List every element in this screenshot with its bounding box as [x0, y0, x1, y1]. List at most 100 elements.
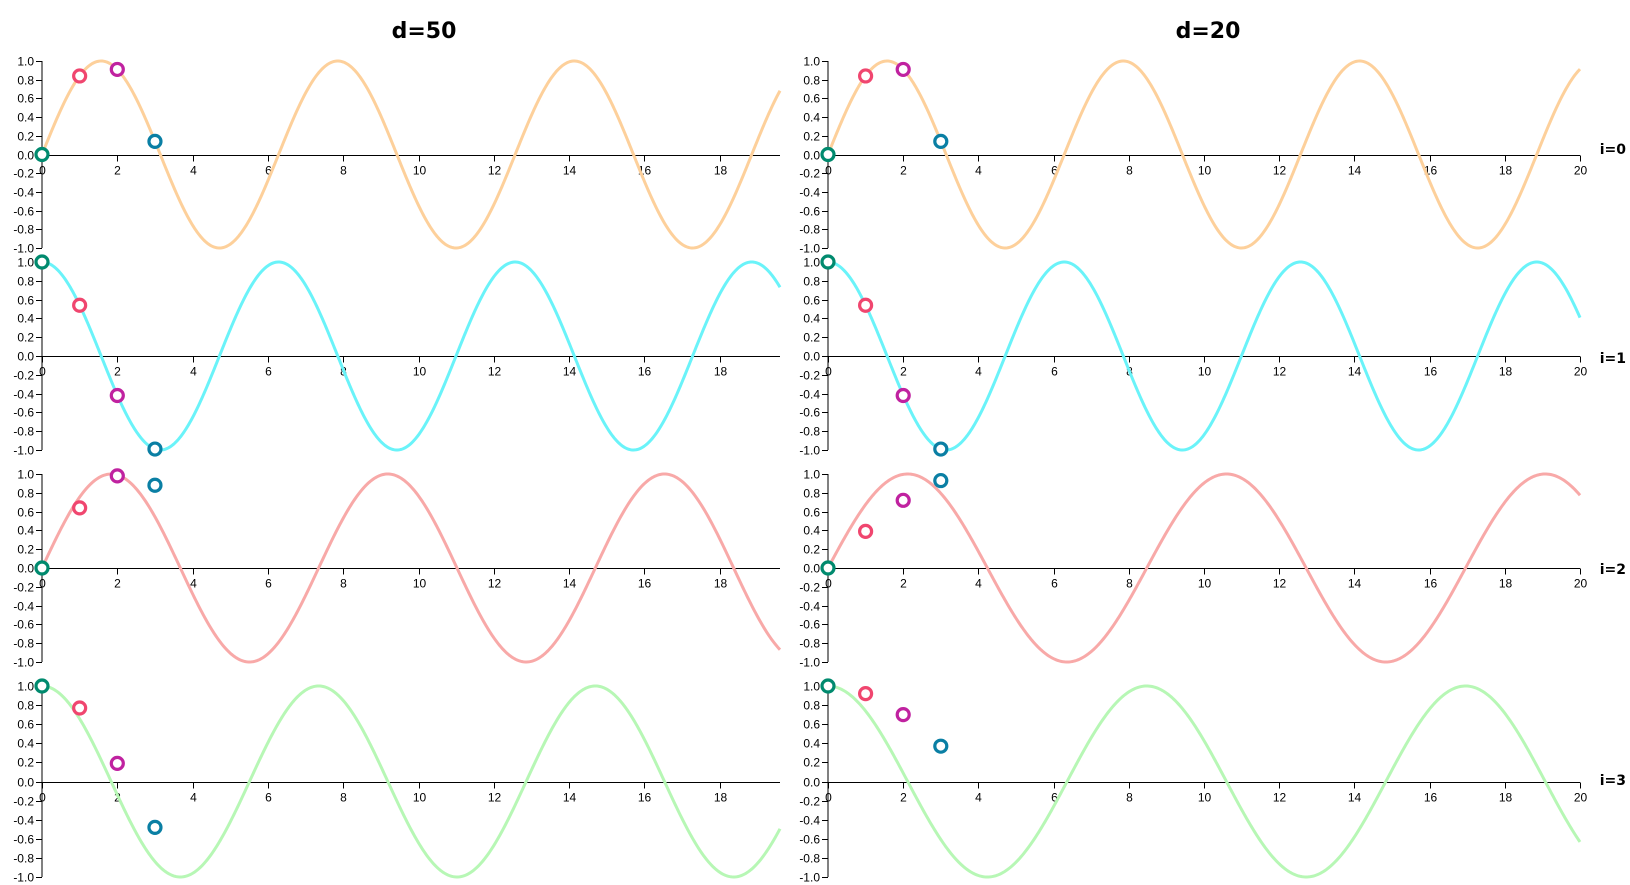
y-tick-label: -0.4	[799, 814, 820, 828]
data-point	[933, 133, 949, 150]
y-tick-label: 0.2	[17, 331, 34, 345]
data-point	[820, 146, 836, 163]
y-tick-label: -0.2	[799, 167, 820, 181]
y-tick-label: -0.8	[13, 637, 34, 651]
y-tick-label: -0.4	[13, 388, 34, 402]
x-tick-label: 16	[638, 365, 652, 379]
y-tick-label: 0.0	[17, 562, 34, 576]
x-tick-label: 0	[39, 164, 46, 178]
x-tick-label: 14	[1348, 365, 1362, 379]
x-tick-label: 0	[39, 791, 46, 805]
data-point	[34, 146, 50, 163]
x-tick-label: 2	[114, 577, 121, 591]
x-tick-label: 12	[1273, 577, 1287, 591]
y-tick-label: 1.0	[17, 256, 34, 270]
x-tick-label: 4	[190, 365, 197, 379]
y-tick-label: -1.0	[799, 242, 820, 256]
x-tick-label: 18	[714, 365, 728, 379]
y-tick-label: -0.4	[799, 388, 820, 402]
y-tick-label: -1.0	[799, 444, 820, 458]
y-tick-label: -1.0	[13, 871, 34, 885]
y-tick-label: 1.0	[803, 256, 820, 270]
x-tick-label: 20	[1574, 365, 1588, 379]
data-point	[820, 254, 836, 270]
y-tick-label: 0.2	[803, 331, 820, 345]
x-tick-label: 6	[1051, 164, 1058, 178]
data-point	[857, 68, 874, 84]
x-tick-label: 10	[413, 365, 427, 379]
x-tick-label: 10	[413, 791, 427, 805]
y-tick-label: 0.0	[803, 562, 820, 576]
y-tick-label: 1.0	[803, 468, 820, 482]
subplot-d=20-i=0: 1.0 0.8 0.6 0.4 0.2 0.0 -0.2 -0.4 -0.6 -0.8 -1.0 0 2…	[799, 55, 1587, 256]
series-curve	[41, 260, 782, 452]
x-tick-label: 6	[265, 791, 272, 805]
y-tick-label: -0.6	[799, 833, 820, 847]
y-tick-label: -0.8	[799, 425, 820, 439]
y-tick-label: 0.6	[803, 506, 820, 520]
x-tick-label: 14	[563, 791, 577, 805]
y-tick-label: 1.0	[803, 680, 820, 694]
y-tick-label: 0.6	[17, 506, 34, 520]
x-tick-label: 14	[1348, 577, 1362, 591]
y-tick-label: 0.6	[803, 92, 820, 106]
x-tick-label: 2	[114, 365, 121, 379]
y-tick-label: 0.8	[17, 487, 34, 501]
data-point	[895, 387, 911, 404]
x-tick-label: 0	[39, 577, 46, 591]
x-tick-label: 8	[1126, 577, 1133, 591]
x-tick-label: 0	[825, 791, 832, 805]
x-tick-label: 0	[39, 365, 46, 379]
x-tick-label: 4	[975, 164, 982, 178]
y-tick-label: 0.0	[803, 149, 820, 163]
y-tick-label: 0.2	[803, 756, 820, 770]
x-tick-label: 10	[1198, 791, 1212, 805]
y-tick-label: -0.2	[13, 581, 34, 595]
x-tick-label: 2	[900, 577, 907, 591]
x-tick-label: 12	[488, 791, 502, 805]
y-tick-label: -0.2	[13, 167, 34, 181]
x-tick-label: 18	[714, 791, 728, 805]
data-point	[109, 387, 125, 404]
data-point	[109, 61, 125, 78]
x-tick-label: 18	[1499, 164, 1513, 178]
y-tick-label: -1.0	[13, 656, 34, 670]
series-curve	[826, 59, 1582, 250]
y-tick-label: -1.0	[13, 242, 34, 256]
x-tick-label: 8	[340, 164, 347, 178]
data-point	[895, 707, 911, 723]
y-tick-label: 0.0	[803, 350, 820, 364]
x-tick-label: 0	[825, 577, 832, 591]
column-title: d=20	[1176, 19, 1241, 44]
series-curve	[40, 59, 782, 250]
y-tick-label: 0.4	[803, 312, 820, 326]
y-tick-label: 0.6	[17, 718, 34, 732]
row-label: i=3	[1600, 773, 1626, 789]
x-tick-label: 2	[900, 791, 907, 805]
y-tick-label: 0.2	[17, 543, 34, 557]
y-tick-label: -0.6	[799, 205, 820, 219]
row-label: i=1	[1600, 351, 1626, 367]
y-tick-label: 0.6	[803, 718, 820, 732]
y-tick-label: -0.8	[799, 637, 820, 651]
subplot-d=50-i=0: 1.0 0.8 0.6 0.4 0.2 0.0 -0.2 -0.4 -0.6 -0.8 -1.0 0 2…	[13, 55, 782, 256]
data-point	[895, 61, 911, 78]
row-label: i=2	[1600, 562, 1626, 578]
y-tick-label: 0.6	[803, 294, 820, 308]
x-tick-label: 4	[190, 791, 197, 805]
y-tick-label: -0.8	[13, 425, 34, 439]
data-point	[34, 678, 50, 694]
x-tick-label: 2	[114, 164, 121, 178]
y-tick-label: 1.0	[803, 55, 820, 69]
subplot-d=50-i=2: 1.0 0.8 0.6 0.4 0.2 0.0 -0.2 -0.4 -0.6 -0.8 -1.0 0 2…	[13, 468, 782, 670]
data-point	[895, 492, 911, 508]
y-tick-label: 0.2	[17, 130, 34, 144]
x-tick-label: 12	[1273, 791, 1287, 805]
x-tick-label: 6	[1051, 577, 1058, 591]
y-tick-label: -0.2	[13, 795, 34, 809]
series-curve	[827, 260, 1582, 452]
x-tick-label: 12	[1273, 365, 1287, 379]
y-tick-label: 0.4	[803, 111, 820, 125]
x-tick-label: 16	[1424, 365, 1438, 379]
